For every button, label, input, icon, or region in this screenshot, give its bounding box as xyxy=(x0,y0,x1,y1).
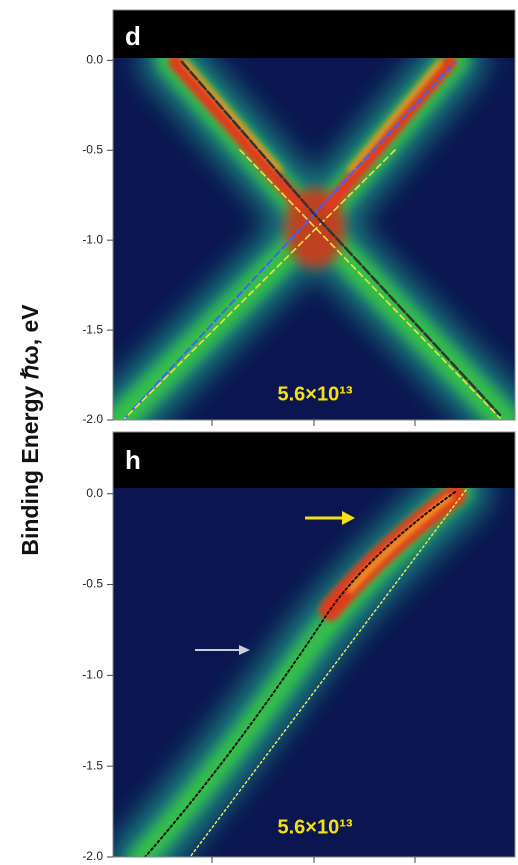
y-tick-label: -1.0 xyxy=(82,232,103,246)
y-tick-label: -0.5 xyxy=(82,142,103,156)
y-tick-label: -1.0 xyxy=(82,668,103,682)
y-tick-label: 0.0 xyxy=(86,486,103,500)
y-tick-label: -2.0 xyxy=(82,412,103,426)
annotation: 5.6×10¹³ xyxy=(277,383,352,405)
y-tick-label: -1.5 xyxy=(82,758,103,772)
panel-label: d xyxy=(125,21,141,51)
panel-label: h xyxy=(125,445,141,475)
y-axis-label: Binding Energy ℏω, eV xyxy=(17,304,43,556)
y-tick-label: -1.5 xyxy=(82,322,103,336)
y-tick-label: -2.0 xyxy=(82,849,103,863)
y-tick-label: -0.5 xyxy=(82,577,103,591)
annotation: 5.6×10¹³ xyxy=(277,816,352,838)
heatmap-h xyxy=(113,432,515,857)
y-tick-label: 0.0 xyxy=(86,53,103,67)
heatmap-d xyxy=(113,10,515,420)
x-ticks xyxy=(211,420,416,863)
